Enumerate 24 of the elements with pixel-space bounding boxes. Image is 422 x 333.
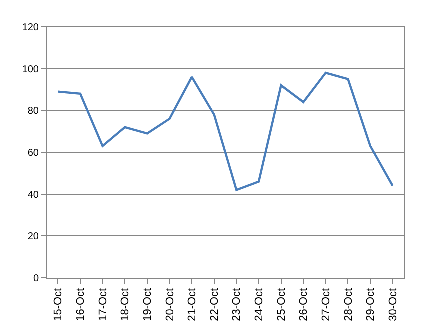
- x-tick-label: 16-Oct: [75, 288, 88, 322]
- x-tick-label: 18-Oct: [120, 288, 132, 322]
- line-series: [57, 72, 394, 192]
- x-tick-label: 23-Oct: [231, 288, 244, 322]
- x-tick-label: 26-Oct: [298, 288, 310, 322]
- y-tick-label: 80: [28, 106, 40, 118]
- y-tick-label: 40: [28, 190, 40, 201]
- x-tick-label: 20-Oct: [164, 288, 176, 322]
- x-tick-label: 24-Oct: [254, 288, 266, 322]
- y-tick-label: 60: [28, 148, 40, 159]
- y-tick-label: 20: [28, 232, 40, 243]
- y-tick-label: 100: [22, 64, 40, 76]
- x-tick-label: 22-Oct: [208, 288, 221, 322]
- y-tick-label: 120: [22, 22, 40, 34]
- x-tick-label: 19-Oct: [142, 288, 154, 322]
- x-tick-label: 29-Oct: [365, 288, 378, 322]
- x-tick-label: 28-Oct: [342, 288, 355, 322]
- x-tick-label: 21-Oct: [186, 288, 199, 322]
- x-tick-label: 27-Oct: [320, 288, 332, 322]
- x-tick-label: 25-Oct: [276, 288, 288, 322]
- x-tick-label: 30-Oct: [387, 288, 400, 322]
- x-tick-label: 15-Oct: [52, 288, 65, 322]
- x-tick-label: 17-Oct: [97, 288, 110, 322]
- y-tick-label: 0: [33, 274, 40, 284]
